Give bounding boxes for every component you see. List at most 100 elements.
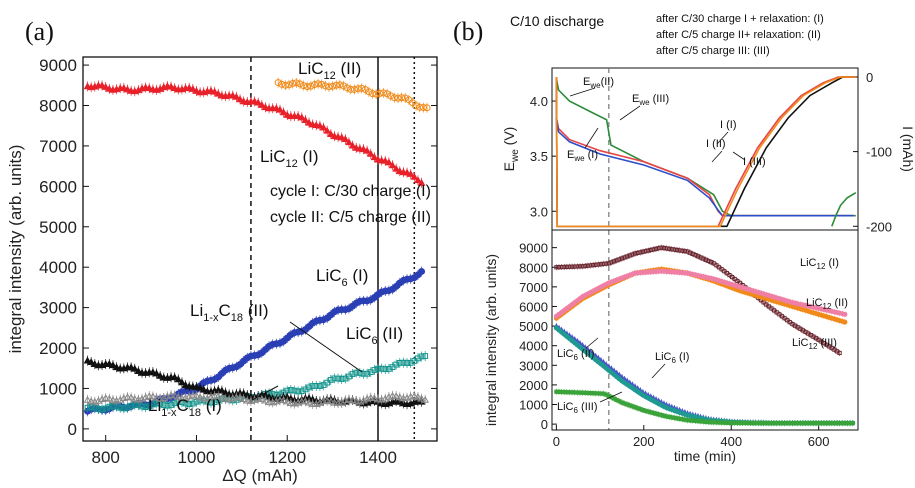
data-point bbox=[305, 398, 313, 406]
discharge-label: C/10 discharge bbox=[510, 13, 604, 29]
y-tick-label: 9000 bbox=[519, 241, 548, 256]
top-series-6 bbox=[831, 192, 857, 227]
panel-a-label: (a) bbox=[25, 17, 54, 46]
data-point bbox=[590, 262, 596, 268]
data-point bbox=[371, 367, 378, 373]
data-point bbox=[274, 79, 282, 87]
data-point bbox=[257, 100, 266, 108]
data-point bbox=[196, 383, 204, 391]
y2-tick-label: -100 bbox=[866, 145, 892, 160]
data-point bbox=[672, 247, 677, 252]
y-tick-label: 7000 bbox=[39, 137, 77, 156]
label-lic12-i: LiC12 (I) bbox=[260, 147, 319, 170]
data-point bbox=[120, 405, 127, 412]
data-point bbox=[145, 84, 154, 92]
data-point bbox=[359, 145, 368, 153]
data-point bbox=[145, 392, 154, 400]
top-y-axis-label: Ewe (V) bbox=[501, 127, 521, 172]
data-point bbox=[842, 319, 848, 325]
data-point bbox=[381, 156, 390, 164]
arrow-current-ii bbox=[711, 150, 723, 163]
data-point bbox=[572, 264, 577, 269]
data-point bbox=[318, 80, 326, 88]
data-point bbox=[392, 164, 401, 172]
data-point bbox=[117, 404, 124, 411]
data-point bbox=[347, 85, 355, 93]
y-tick-label: 5000 bbox=[519, 319, 548, 334]
data-point bbox=[301, 397, 310, 405]
data-point bbox=[588, 263, 593, 268]
y-tick-label: 2000 bbox=[519, 378, 548, 393]
data-point bbox=[382, 366, 389, 373]
data-point bbox=[376, 89, 384, 97]
data-point bbox=[562, 264, 567, 270]
data-point bbox=[416, 103, 424, 111]
data-point bbox=[178, 378, 186, 386]
data-point bbox=[837, 350, 842, 356]
label-b-lic6-i: LiC6 (I) bbox=[655, 351, 689, 365]
data-point bbox=[570, 264, 575, 269]
data-point bbox=[112, 363, 121, 371]
data-point bbox=[289, 79, 297, 87]
data-point bbox=[323, 396, 332, 404]
data-point bbox=[396, 360, 403, 366]
data-point bbox=[404, 360, 410, 366]
label-b-lic12-iii: LiC12 (III) bbox=[792, 337, 837, 351]
x-tick-label: 1200 bbox=[268, 448, 306, 467]
bottom-x-axis-label: time (min) bbox=[674, 448, 736, 464]
data-point bbox=[123, 393, 132, 400]
data-point bbox=[414, 392, 422, 400]
data-point bbox=[340, 82, 348, 90]
data-point bbox=[128, 402, 135, 409]
label-li1xc18-ii: Li1-xC18 (II) bbox=[190, 301, 269, 324]
data-point bbox=[352, 397, 361, 405]
data-point bbox=[596, 262, 601, 267]
data-point bbox=[303, 83, 311, 91]
data-point bbox=[609, 260, 614, 265]
data-point bbox=[585, 263, 590, 268]
data-point bbox=[422, 353, 429, 359]
data-point bbox=[134, 367, 143, 375]
data-point bbox=[583, 263, 588, 269]
data-point bbox=[423, 104, 431, 112]
data-point bbox=[345, 395, 353, 403]
data-point bbox=[171, 400, 178, 407]
data-point bbox=[243, 396, 252, 404]
data-point bbox=[329, 82, 337, 90]
data-point bbox=[300, 82, 308, 90]
label-b-lic6-ii: LiC6 (II) bbox=[557, 348, 594, 362]
data-point bbox=[332, 81, 340, 89]
data-point bbox=[83, 395, 92, 403]
data-point bbox=[130, 394, 139, 402]
data-point bbox=[417, 178, 426, 186]
data-point bbox=[236, 95, 244, 103]
label-b-lic12-ii: LiC12 (II) bbox=[806, 297, 848, 311]
data-point bbox=[369, 90, 377, 98]
y-tick-label: 0 bbox=[68, 420, 77, 439]
data-point bbox=[842, 311, 848, 317]
label-b-lic6-iii: LiC6 (III) bbox=[557, 401, 598, 415]
y2-tick-label: 0 bbox=[866, 70, 873, 85]
data-point bbox=[310, 81, 318, 89]
data-point bbox=[228, 91, 237, 99]
y-tick-label: 4.0 bbox=[530, 94, 548, 109]
data-point bbox=[127, 393, 135, 401]
header-line-2: after C/5 charge II+ relaxation: (II) bbox=[656, 29, 821, 41]
data-point bbox=[192, 391, 201, 399]
data-point bbox=[406, 169, 415, 177]
data-point bbox=[388, 391, 397, 399]
y-tick-label: 6000 bbox=[519, 299, 548, 314]
data-point bbox=[167, 391, 175, 399]
plot-frame bbox=[82, 56, 438, 442]
bottom-series-0 bbox=[554, 244, 842, 356]
data-point bbox=[257, 394, 266, 402]
data-point bbox=[84, 404, 91, 411]
x-tick-label: 0 bbox=[553, 434, 560, 449]
panel-b-label: (b) bbox=[453, 17, 483, 46]
panel-b-top-plot: 3.0 3.5 4.0 0 -100 -200 Ewe (V) I (mAh) bbox=[501, 67, 915, 430]
y-tick-label: 8000 bbox=[519, 260, 548, 275]
data-point bbox=[152, 393, 161, 401]
arrow-li1xc18-i bbox=[251, 385, 279, 401]
data-point bbox=[598, 262, 604, 267]
data-point bbox=[298, 388, 305, 395]
